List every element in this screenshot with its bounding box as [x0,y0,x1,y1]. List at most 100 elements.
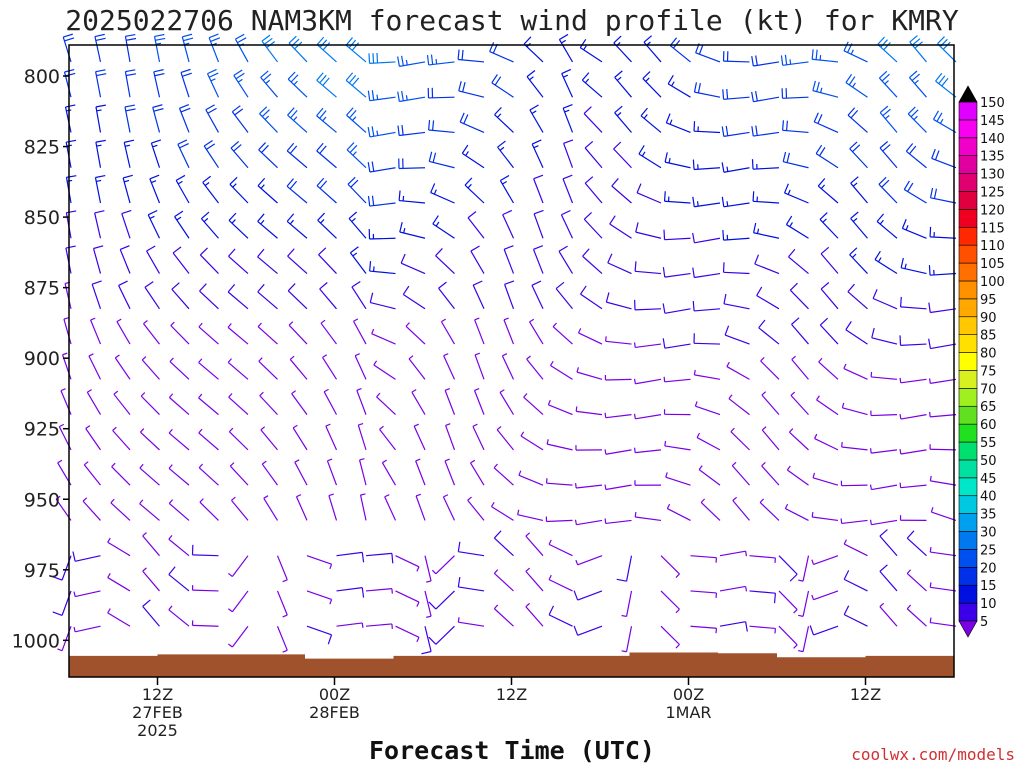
barb-half-feather [604,518,607,524]
barb-staff [930,197,957,204]
barb-feather [174,210,184,218]
barb-staff [346,114,367,133]
barb-staff [761,429,780,451]
barb-half-feather [149,215,155,219]
barb-half-feather [416,637,420,643]
barb-feather [813,112,819,123]
barb-staff [931,511,957,521]
barb-feather [494,106,502,116]
barb-half-feather [939,118,944,124]
barb-half-feather [198,428,203,434]
barb-staff [788,256,809,274]
barb-half-feather [57,459,63,464]
barb-half-feather [786,465,791,471]
barb-feather [852,144,861,153]
barb-staff [169,361,190,380]
barb-feather [548,605,554,616]
barb-half-feather [139,428,145,433]
barb-staff [523,396,544,416]
barb-feather [751,56,754,67]
barb-feather [234,108,244,116]
y-tick-label: 975 [24,560,60,582]
barb-staff [548,579,573,592]
barb-half-feather [811,559,815,565]
barb-staff [74,590,101,598]
barb-staff [291,393,308,415]
barb-feather [432,152,437,163]
barb-half-feather [116,318,122,323]
barb-staff [501,355,515,380]
barb-staff [142,535,160,557]
barb-staff [724,334,750,345]
barb-half-feather [604,412,607,418]
barb-staff [753,232,780,239]
barb-half-feather [358,422,364,426]
barb-staff [260,429,278,451]
barb-feather [725,125,729,136]
barb-half-feather [816,395,820,401]
barb-feather [438,281,447,289]
barb-staff [878,77,898,98]
barb-feather [401,55,404,66]
barb-half-feather [445,423,451,427]
barb-half-feather [533,145,539,149]
barb-feather [634,261,637,272]
colorbar-swatch [958,549,978,568]
barb-half-feather [82,497,88,502]
barb-half-feather [798,614,804,617]
barb-feather [430,183,436,193]
barb-half-feather [291,390,297,395]
colorbar-label: 90 [980,311,997,326]
barb-feather [529,104,539,111]
barb-feather [401,125,404,136]
barb-staff [578,332,603,345]
barb-staff [900,343,927,346]
barb-half-feather [264,115,270,120]
barb-staff [328,495,338,521]
barb-half-feather [784,503,789,509]
barb-staff [502,214,515,239]
barb-half-feather [426,615,432,618]
barb-staff [930,621,957,627]
barb-staff [318,254,337,274]
barb-feather [257,177,266,187]
barb-half-feather [237,78,243,83]
barb-staff [562,178,574,204]
barb-staff [346,149,367,169]
barb-feather [848,76,856,86]
barb-feather [504,280,515,285]
barb-half-feather [379,425,384,430]
barb-half-feather [140,392,146,397]
barb-feather [874,250,881,260]
barb-feather [611,178,619,187]
barb-staff [198,432,219,451]
barb-feather [168,566,176,575]
barb-staff [336,622,363,627]
colorbar-swatch [958,226,978,246]
barb-staff [472,284,485,310]
barb-feather [235,33,245,40]
barb-half-feather [914,79,919,85]
barb-feather [65,104,76,108]
barb-feather [350,246,359,254]
barb-staff [467,499,485,521]
barb-staff [577,555,603,566]
barb-feather [849,247,858,256]
barb-staff [820,253,839,274]
barb-feather [783,183,789,194]
barb-staff [111,466,131,486]
barb-half-feather [696,432,701,438]
barb-half-feather [232,183,237,188]
barb-staff [723,303,750,310]
colorbar-label: 65 [980,400,997,415]
barb-half-feather [426,580,432,583]
barb-feather [815,144,823,154]
barb-staff [408,358,426,380]
barb-feather [262,73,272,81]
barb-half-feather [62,352,68,356]
barb-half-feather [416,601,420,607]
barb-feather [491,74,498,84]
barb-feather [369,261,372,272]
barb-half-feather [168,535,173,540]
barb-staff [900,484,927,489]
